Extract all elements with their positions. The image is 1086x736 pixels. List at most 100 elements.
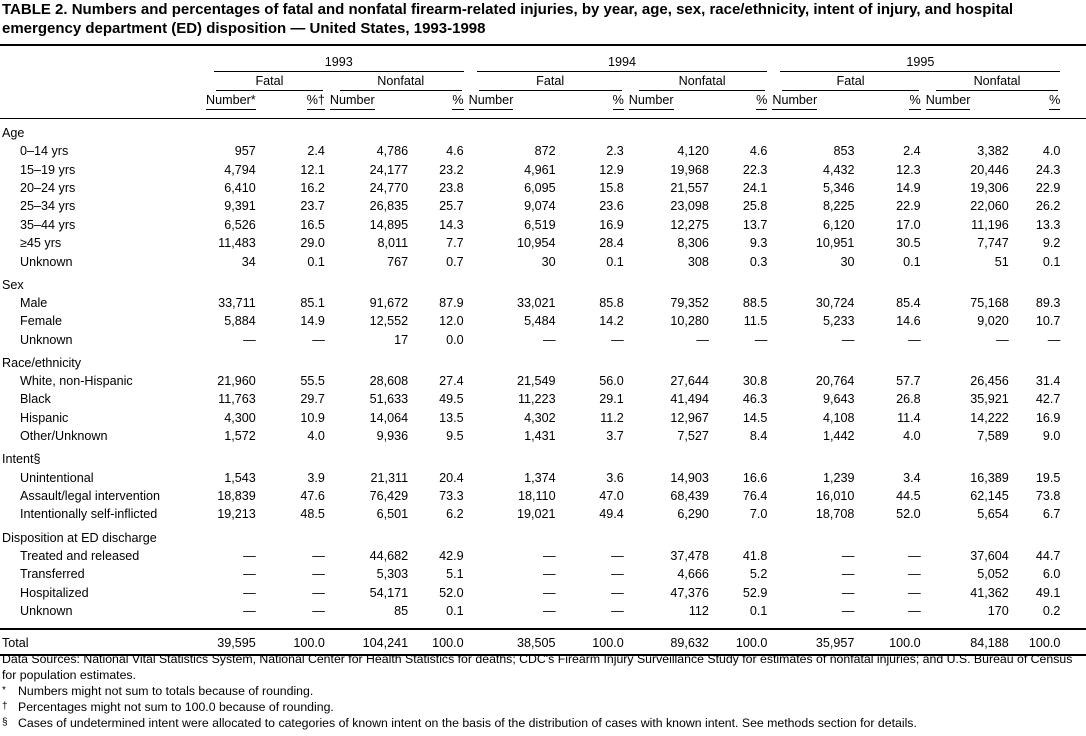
cell: 1,572 bbox=[224, 429, 256, 444]
column-header-cell: % bbox=[1012, 91, 1064, 110]
cell: 39,595 bbox=[204, 628, 259, 656]
year-row: 1993 1994 1995 bbox=[0, 45, 1086, 72]
cell: 18,839 bbox=[217, 489, 256, 504]
row-label: Unknown bbox=[20, 332, 73, 347]
cell: 21,557 bbox=[670, 180, 709, 195]
cell: 68,439 bbox=[670, 489, 709, 504]
cell: 87.9 bbox=[439, 295, 464, 310]
cell: — bbox=[611, 585, 624, 600]
group-header: Nonfatal bbox=[339, 72, 462, 91]
column-header-cell: Number bbox=[627, 91, 712, 110]
cell: 19,021 bbox=[517, 507, 556, 522]
cell: — bbox=[243, 332, 256, 347]
cell: 23,098 bbox=[670, 199, 709, 214]
cell: 35,957 bbox=[770, 628, 858, 656]
cell: 0.7 bbox=[446, 254, 464, 269]
cell: 5.2 bbox=[749, 567, 768, 582]
cell: 34 bbox=[241, 254, 256, 269]
cell: 0.1 bbox=[1042, 254, 1061, 269]
group-header: Nonfatal bbox=[638, 72, 766, 91]
cell: — bbox=[542, 548, 556, 563]
cell: 4.0 bbox=[307, 429, 325, 444]
cell: 17 bbox=[394, 332, 409, 347]
group-header-cell: Nonfatal bbox=[924, 72, 1064, 91]
cell: 42.9 bbox=[439, 548, 464, 563]
section-row: Sex bbox=[0, 271, 1086, 294]
cell: 11,763 bbox=[218, 392, 256, 407]
cell: 16.9 bbox=[1035, 410, 1061, 425]
cell: 1,442 bbox=[822, 429, 855, 444]
cell: 17.0 bbox=[896, 217, 921, 232]
cell: 5,303 bbox=[376, 567, 409, 582]
year-header-cell: 1994 bbox=[467, 45, 771, 72]
cell: 16.5 bbox=[300, 217, 325, 232]
cell: 28.4 bbox=[599, 236, 624, 251]
cell: 89.3 bbox=[1035, 295, 1061, 310]
cell: — bbox=[611, 548, 624, 563]
spacer bbox=[1063, 547, 1086, 565]
section-row: Disposition at ED discharge bbox=[0, 524, 1086, 547]
column-header: Number* bbox=[206, 91, 256, 110]
cell: — bbox=[696, 332, 709, 347]
cell: 0.1 bbox=[903, 254, 921, 269]
column-header: % bbox=[1049, 91, 1061, 110]
column-row: Number* %† Number% Number% Number% Number% Num… bbox=[0, 91, 1086, 110]
cell: 8,306 bbox=[677, 236, 709, 251]
cell: 5.1 bbox=[446, 567, 464, 582]
cell: 30,724 bbox=[815, 295, 855, 310]
row-label: Intentionally self-inflicted bbox=[20, 507, 158, 522]
cell: 24,770 bbox=[369, 180, 409, 195]
cell: 9,643 bbox=[822, 392, 855, 407]
cell: 100.0 bbox=[711, 628, 771, 656]
data-row: 25–34 yrs 9,391 23.7 26,835 25.7 9,074 23.6 23,… bbox=[0, 197, 1086, 215]
data-row: White, non-Hispanic 21,960 55.5 28,608 27.4 2… bbox=[0, 372, 1086, 390]
cell: 30.8 bbox=[742, 374, 768, 389]
cell: 9,020 bbox=[977, 314, 1009, 329]
cell: — bbox=[611, 332, 624, 347]
spacer bbox=[1063, 565, 1086, 583]
cell: 46.3 bbox=[742, 392, 768, 407]
cell: 23.2 bbox=[439, 162, 464, 177]
spacer bbox=[1063, 390, 1086, 408]
cell: 85.4 bbox=[896, 295, 921, 310]
cell: 15.8 bbox=[599, 180, 624, 195]
cell: — bbox=[611, 567, 624, 582]
data-row: 20–24 yrs 6,410 16.2 24,770 23.8 6,095 15.8 21,… bbox=[0, 179, 1086, 197]
column-header-cell: Number bbox=[770, 91, 857, 110]
cell: 18,708 bbox=[815, 507, 855, 522]
cell: 22,060 bbox=[970, 199, 1009, 214]
cell: 11,196 bbox=[971, 217, 1009, 232]
cell: 112 bbox=[688, 604, 709, 618]
data-row: Transferred — — 5,303 5.1 — — 4,666 5.2 — — 5,052 6.… bbox=[0, 565, 1086, 583]
rule bbox=[0, 110, 1086, 119]
cell: — bbox=[908, 548, 921, 563]
cell: 100.0 bbox=[558, 628, 627, 656]
cell: 48.5 bbox=[300, 507, 325, 522]
row-label: Total bbox=[0, 628, 205, 656]
cell: — bbox=[841, 548, 855, 563]
cell: 49.5 bbox=[439, 392, 464, 407]
cell: 25.7 bbox=[439, 199, 464, 214]
cell: — bbox=[542, 585, 556, 600]
cell: 31.4 bbox=[1035, 374, 1061, 389]
column-header: % bbox=[756, 91, 768, 110]
spacer bbox=[1063, 160, 1086, 178]
cell: 1,239 bbox=[822, 470, 855, 485]
cell: 14.2 bbox=[599, 314, 624, 329]
row-label: Unknown bbox=[20, 254, 73, 269]
cell: 55.5 bbox=[300, 374, 325, 389]
spacer bbox=[1063, 427, 1086, 445]
cell: — bbox=[243, 585, 256, 600]
cell: 4,300 bbox=[224, 410, 256, 425]
cell: 9.3 bbox=[749, 236, 768, 251]
column-header: % bbox=[612, 91, 624, 110]
cell: 9,391 bbox=[224, 199, 256, 214]
cell: 13.5 bbox=[439, 410, 464, 425]
data-row: Treated and released — — 44,682 42.9 — — 37,478… bbox=[0, 547, 1086, 565]
cell: 75,168 bbox=[970, 295, 1009, 310]
cell: 11.5 bbox=[743, 314, 768, 329]
cell: 14.3 bbox=[439, 217, 464, 232]
cell: 11.4 bbox=[897, 410, 921, 425]
data-row: Hispanic 4,300 10.9 14,064 13.5 4,302 11.2 12,9… bbox=[0, 409, 1086, 427]
cell: 44,682 bbox=[369, 548, 409, 563]
